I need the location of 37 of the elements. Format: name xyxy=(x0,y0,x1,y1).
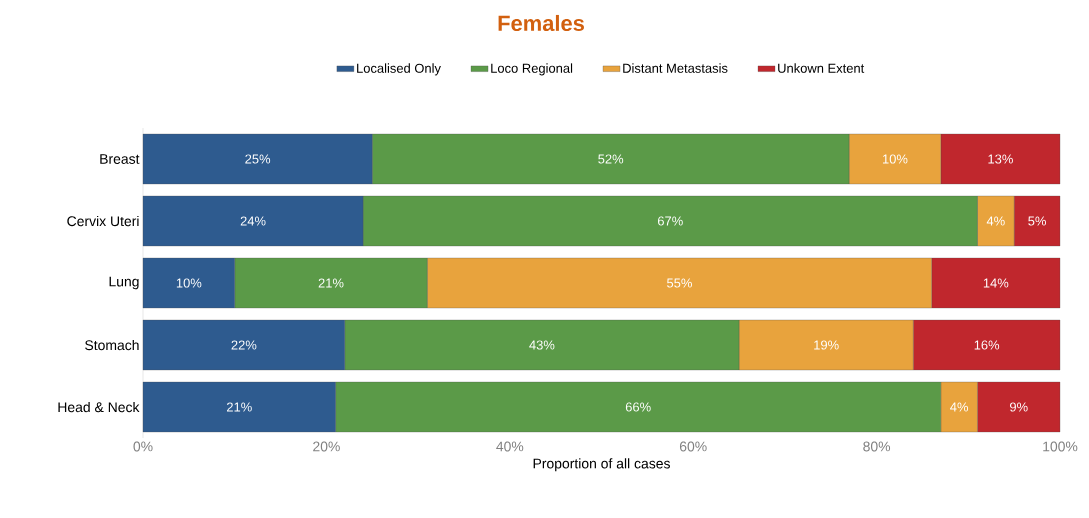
data-label: 5% xyxy=(1028,216,1046,226)
data-label: 4% xyxy=(986,216,1005,226)
x-tick-label: 80% xyxy=(863,441,891,452)
legend-label: Loco Regional xyxy=(491,63,573,76)
data-label: 66% xyxy=(625,402,651,412)
data-label: 67% xyxy=(657,216,683,226)
data-label: 21% xyxy=(226,402,252,412)
data-label: 10% xyxy=(176,278,202,288)
legend-label: Unkown Extent xyxy=(778,63,865,73)
x-tick-label: 0% xyxy=(133,441,153,452)
data-label: 14% xyxy=(983,278,1009,288)
y-tick-label: Breast xyxy=(100,154,140,164)
data-label: 22% xyxy=(231,340,257,350)
data-label: 21% xyxy=(318,278,344,288)
data-label: 13% xyxy=(988,154,1013,164)
data-label: 52% xyxy=(598,154,624,164)
y-tick-label: Cervix Uteri xyxy=(67,215,139,227)
x-tick-label: 20% xyxy=(313,441,340,452)
data-label: 16% xyxy=(974,340,1000,350)
data-label: 10% xyxy=(882,154,908,164)
data-label: 4% xyxy=(950,402,969,412)
data-label: 24% xyxy=(240,216,266,226)
legend-label: Distant Metastasis xyxy=(623,63,728,73)
x-tick-label: 40% xyxy=(496,441,524,452)
y-tick-label: Head & Neck xyxy=(58,401,140,413)
y-tick-label: Stomach xyxy=(85,339,139,351)
data-label: 9% xyxy=(1010,402,1028,412)
y-tick-label: Lung xyxy=(109,276,139,290)
x-tick-label: 60% xyxy=(679,441,707,452)
chart-title: Females xyxy=(498,14,584,32)
x-tick-label: 100% xyxy=(1043,441,1078,452)
data-label: 25% xyxy=(245,154,271,164)
data-label: 19% xyxy=(814,340,839,350)
data-label: 43% xyxy=(529,340,555,350)
x-axis-title: Proportion of all cases xyxy=(533,458,670,472)
data-label: 55% xyxy=(667,278,692,288)
legend-label: Localised Only xyxy=(357,63,441,76)
